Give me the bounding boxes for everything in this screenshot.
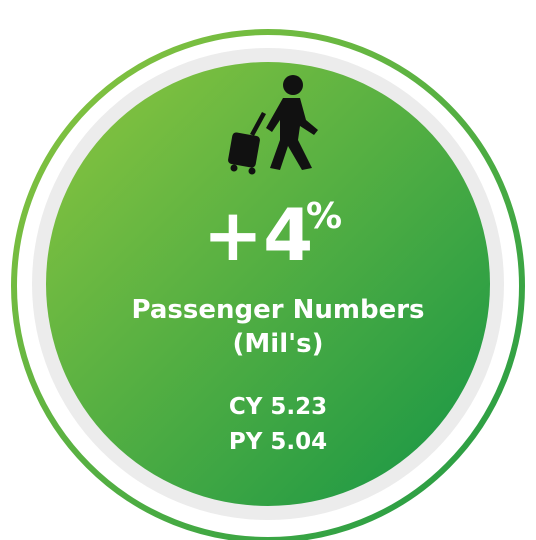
previous-year: PY 5.04 xyxy=(229,429,327,455)
traveller-icon xyxy=(228,75,318,175)
change-unit: % xyxy=(306,196,342,237)
title-line: (Mil's) xyxy=(233,329,324,359)
title-line: Passenger Numbers xyxy=(131,295,424,325)
current-year: CY 5.23 xyxy=(229,394,327,420)
change-value: +4 xyxy=(203,193,313,277)
green-circle xyxy=(46,62,490,506)
